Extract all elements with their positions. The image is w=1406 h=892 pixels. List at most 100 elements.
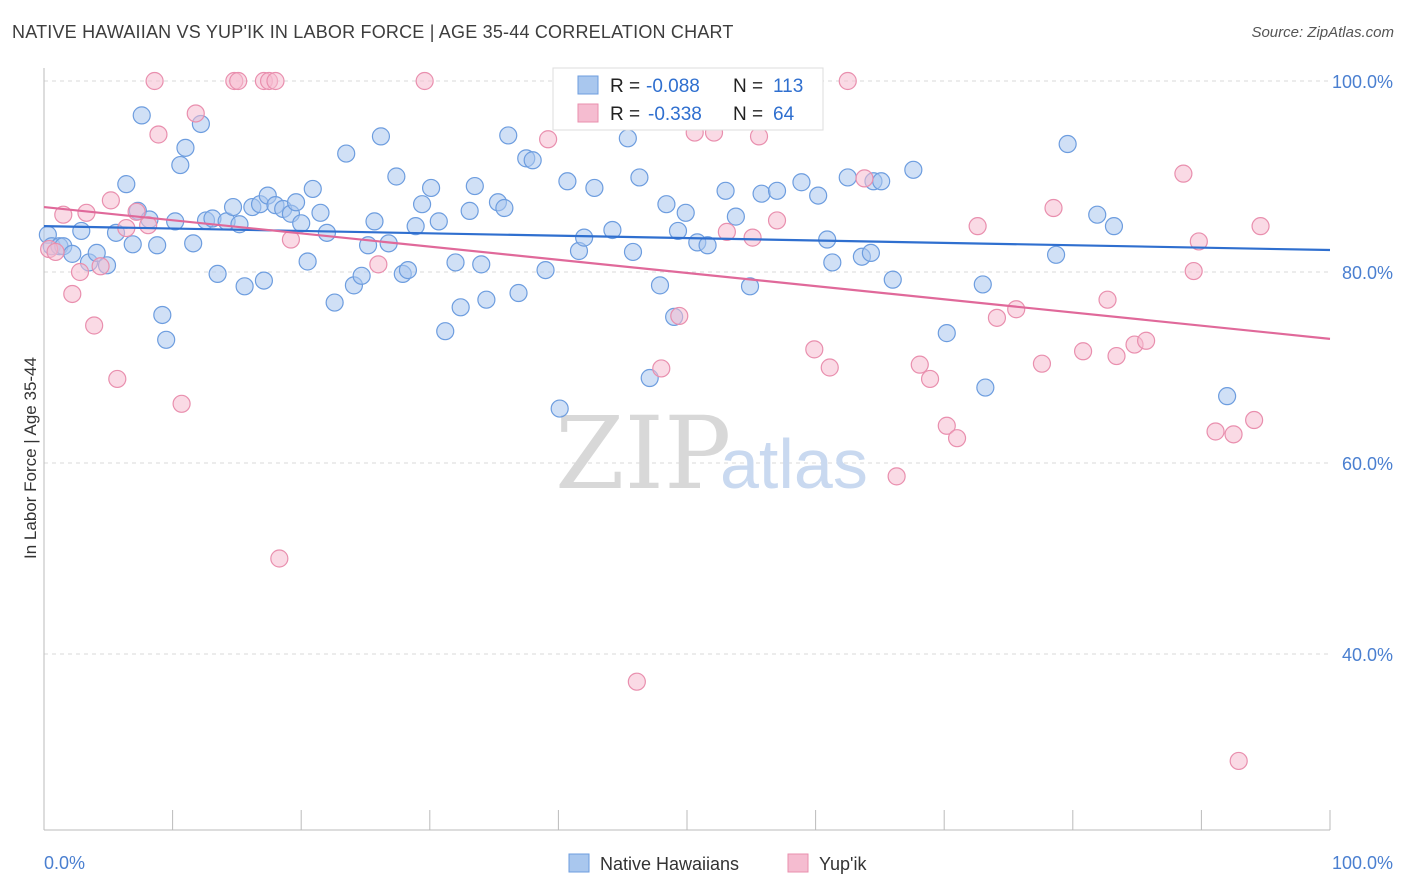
native-hawaiian-point-97 (823, 253, 842, 272)
yupik-point-45 (968, 217, 987, 236)
native-hawaiian-point-88 (698, 236, 717, 255)
native-hawaiian-point-53 (398, 260, 418, 280)
yupik-point-3 (63, 284, 82, 304)
native-hawaiian-point-13 (132, 106, 151, 125)
legend-n-value-blue: 113 (773, 76, 803, 97)
yupik-point-6 (85, 316, 104, 335)
native-hawaiian-point-21 (184, 234, 203, 253)
grid (44, 80, 1330, 655)
native-hawaiian-point-29 (235, 277, 254, 296)
native-hawaiian-point-95 (809, 186, 828, 205)
yupik-point-24 (369, 255, 388, 274)
native-hawaiian-point-60 (451, 298, 470, 317)
native-hawaiian-point-59 (446, 253, 465, 272)
series-legend: Native Hawaiians Yup'ik (568, 853, 867, 874)
yupik-point-13 (145, 71, 164, 91)
native-hawaiian-point-10 (117, 175, 136, 194)
y-tick-label-2: 80.0% (1342, 263, 1393, 283)
legend-swatch-pink (577, 103, 599, 123)
native-hawaiian-point-92 (752, 184, 771, 203)
native-hawaiian-point-73 (558, 172, 577, 191)
yupik-point-54 (1137, 331, 1156, 350)
native-hawaiian-point-91 (740, 277, 760, 296)
native-hawaiian-point-64 (477, 290, 496, 309)
native-hawaiian-point-89 (716, 181, 735, 200)
legend-r-label-pink: R = (610, 104, 640, 125)
yupik-point-38 (838, 71, 857, 91)
series-legend-label-blue: Native Hawaiians (600, 854, 739, 874)
trend-lines (43, 205, 1331, 340)
native-hawaiian-point-38 (292, 214, 311, 233)
native-hawaiian-point-94 (792, 173, 811, 192)
watermark-zip: ZIP (555, 395, 731, 512)
yupik-point-28 (652, 359, 671, 378)
native-hawaiian-point-27 (223, 197, 243, 217)
native-hawaiian-point-32 (254, 271, 274, 290)
native-hawaiian-point-103 (883, 270, 902, 289)
yupik-point-4 (70, 262, 90, 282)
yupik-point-36 (805, 340, 824, 359)
yupik-point-39 (855, 169, 874, 188)
watermark: ZIP atlas (555, 395, 868, 512)
native-hawaiian-point-93 (767, 181, 787, 200)
y-tick-label-0: 40.0% (1342, 645, 1393, 665)
native-hawaiian-point-66 (495, 198, 514, 218)
yupik-point-40 (887, 467, 906, 486)
series-legend-swatch-pink (787, 853, 809, 873)
native-hawaiian-point-63 (472, 255, 491, 274)
legend-swatch-blue (577, 75, 599, 95)
native-hawaiian-point-56 (421, 178, 441, 198)
native-hawaiian-point-112 (1104, 217, 1124, 236)
native-hawaiian-point-48 (365, 212, 384, 231)
native-hawaiian-point-72 (550, 399, 569, 418)
yupik-point-48 (1032, 354, 1052, 373)
native-hawaiian-point-55 (412, 195, 432, 214)
legend-r-value-blue: -0.088 (646, 76, 700, 97)
series-legend-label-pink: Yup'ik (819, 854, 867, 874)
native-hawaiian-point-40 (303, 179, 322, 199)
yupik-point-62 (1251, 217, 1270, 236)
chart-title: NATIVE HAWAIIAN VS YUP'IK IN LABOR FORCE… (12, 22, 734, 42)
yupik-point-14 (149, 125, 168, 144)
yupik-point-33 (743, 228, 762, 247)
yupik-point-37 (820, 358, 839, 377)
native-hawaiian-point-25 (208, 264, 227, 284)
yupik-point-21 (266, 71, 285, 91)
yupik-trend-line (43, 205, 1331, 340)
native-hawaiian-point-43 (325, 293, 344, 312)
yupik-point-57 (1189, 232, 1208, 251)
native-hawaiian-point-107 (976, 378, 995, 397)
native-hawaiian-point-77 (603, 220, 622, 240)
yupik-point-51 (1098, 290, 1117, 309)
native-hawaiian-point-19 (171, 155, 190, 175)
chart-source: Source: ZipAtlas.com (1251, 24, 1394, 41)
native-hawaiian-point-106 (973, 275, 992, 294)
native-hawaiian-point-71 (536, 260, 555, 280)
yupik-point-18 (229, 71, 248, 91)
native-hawaiian-point-46 (352, 266, 371, 285)
native-hawaiian-point-109 (1058, 134, 1077, 154)
tick-labels: 40.0% 60.0% 80.0% 100.0% 0.0% 100.0% (44, 72, 1393, 873)
yupik-point-50 (1073, 342, 1093, 361)
native-hawaiian-point-44 (337, 144, 356, 163)
y-axis-title: In Labor Force | Age 35-44 (21, 357, 40, 559)
native-hawaiian-point-83 (657, 195, 676, 214)
yupik-point-22 (270, 549, 289, 568)
native-hawaiian-point-58 (436, 322, 455, 341)
native-hawaiian-point-111 (1088, 205, 1107, 224)
native-hawaiian-point-100 (861, 243, 880, 262)
yupik-point-59 (1224, 425, 1243, 444)
yupik-point-44 (947, 429, 967, 448)
native-hawaiian-trend-line (43, 225, 1331, 252)
y-tick-label-1: 60.0% (1342, 454, 1393, 474)
native-hawaiian-point-5 (72, 221, 91, 241)
native-hawaiian-point-15 (148, 236, 167, 255)
yupik-point-1 (46, 242, 65, 262)
yupik-point-42 (920, 369, 940, 389)
native-hawaiian-point-49 (371, 127, 391, 146)
native-hawaiian-point-78 (618, 129, 637, 148)
yupik-point-25 (415, 71, 434, 91)
native-hawaiian-point-98 (838, 168, 857, 187)
yupik-point-58 (1206, 422, 1225, 441)
yupik-point-9 (108, 369, 127, 389)
